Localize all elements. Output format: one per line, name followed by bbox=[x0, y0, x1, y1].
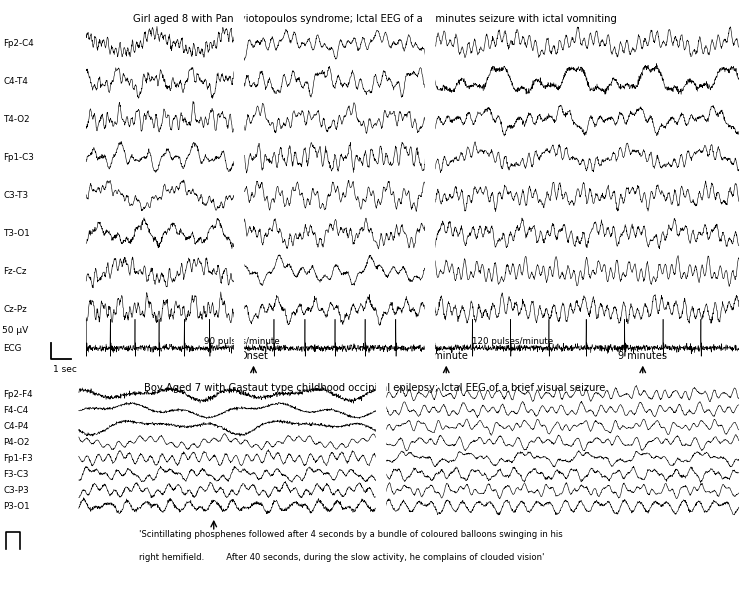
Text: T4-O2: T4-O2 bbox=[3, 115, 30, 124]
Text: Fp2-C4: Fp2-C4 bbox=[3, 39, 34, 48]
Text: right hemifield.        After 40 seconds, during the slow activity, he complains: right hemifield. After 40 seconds, durin… bbox=[139, 553, 544, 562]
Text: Onset: Onset bbox=[239, 351, 268, 361]
Text: C4-T4: C4-T4 bbox=[3, 77, 28, 86]
Text: P4-O2: P4-O2 bbox=[3, 438, 29, 447]
Text: Girl aged 8 with Panayiotopoulos syndrome; Ictal EEG of a 9 minutes seizure with: Girl aged 8 with Panayiotopoulos syndrom… bbox=[133, 14, 617, 24]
Text: 1 minute: 1 minute bbox=[424, 351, 468, 361]
Text: Fz-Cz: Fz-Cz bbox=[3, 267, 26, 276]
Text: Fp1-C3: Fp1-C3 bbox=[3, 153, 34, 162]
Text: 'Scintillating phosphenes followed after 4 seconds by a bundle of coloured ballo: 'Scintillating phosphenes followed after… bbox=[139, 530, 562, 539]
Bar bbox=[425, 12, 434, 379]
Text: F3-C3: F3-C3 bbox=[3, 470, 29, 479]
Text: F4-C4: F4-C4 bbox=[3, 406, 29, 415]
Text: P3-O1: P3-O1 bbox=[3, 501, 30, 510]
Text: 1 sec: 1 sec bbox=[53, 365, 76, 374]
Text: C3-P3: C3-P3 bbox=[3, 486, 29, 495]
Text: C3-T3: C3-T3 bbox=[3, 191, 29, 200]
Text: 9 minutes: 9 minutes bbox=[618, 351, 668, 361]
Text: 90 pulses/minute: 90 pulses/minute bbox=[205, 337, 280, 346]
Text: T3-O1: T3-O1 bbox=[3, 229, 30, 238]
Text: ECG: ECG bbox=[3, 344, 21, 353]
Text: 120 pulses/minute: 120 pulses/minute bbox=[472, 337, 553, 346]
Text: Cz-Pz: Cz-Pz bbox=[3, 305, 27, 314]
Text: C4-P4: C4-P4 bbox=[3, 421, 29, 430]
Text: Boy Aged 7 with Gastaut type childhood occipital epilepsy; Ictal EEG of a brief : Boy Aged 7 with Gastaut type childhood o… bbox=[144, 383, 606, 393]
Bar bbox=[234, 12, 243, 379]
Bar bbox=[376, 382, 385, 521]
Text: 50 μV: 50 μV bbox=[2, 326, 28, 335]
Text: Fp2-F4: Fp2-F4 bbox=[3, 389, 33, 399]
Text: Fp1-F3: Fp1-F3 bbox=[3, 454, 33, 463]
